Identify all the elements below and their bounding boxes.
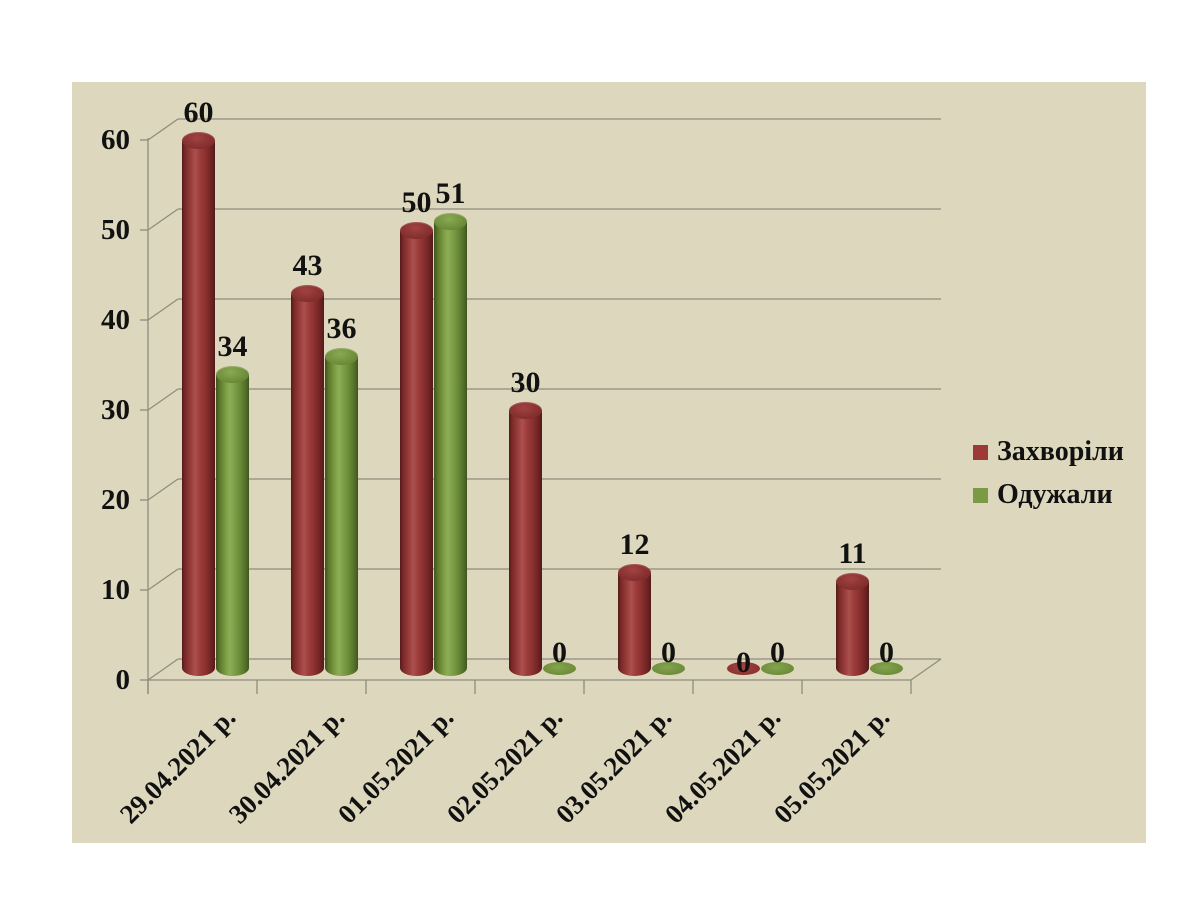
legend-swatch-sick bbox=[973, 444, 988, 460]
legend: Захворіли Одужали bbox=[973, 437, 1124, 523]
legend-label: Захворіли bbox=[997, 436, 1124, 467]
legend-label: Одужали bbox=[997, 479, 1113, 510]
legend-item: Одужали bbox=[973, 480, 1124, 510]
legend-swatch-recovered bbox=[973, 487, 988, 503]
legend-item: Захворіли bbox=[973, 437, 1124, 467]
